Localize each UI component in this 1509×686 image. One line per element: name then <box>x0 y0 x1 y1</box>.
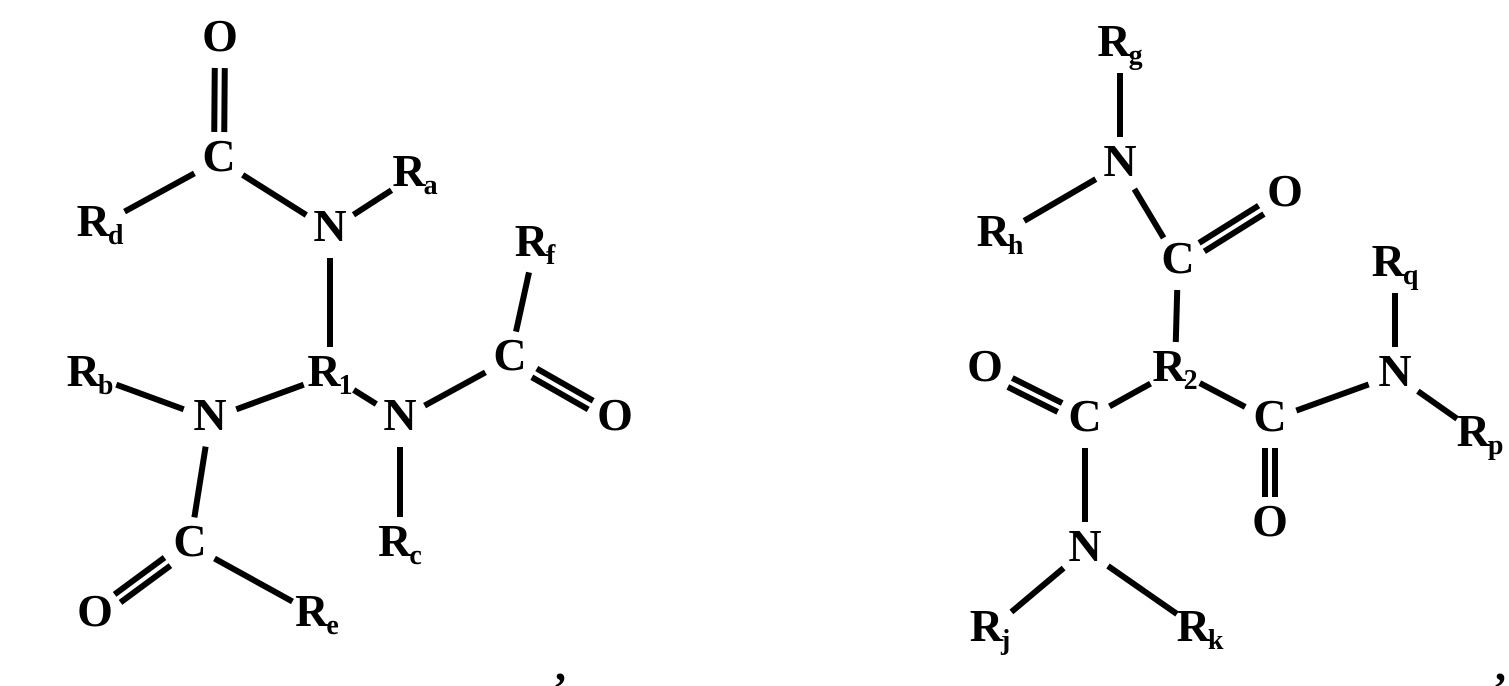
bond <box>1108 566 1177 614</box>
bond <box>214 68 215 132</box>
atom-label: O <box>1267 165 1303 216</box>
atom-label: O <box>967 340 1003 391</box>
atom-label: C <box>173 515 206 566</box>
bond <box>1011 568 1063 612</box>
atom-label: O <box>597 389 633 440</box>
atom-label: Rq <box>1372 235 1419 292</box>
bond <box>215 559 293 602</box>
atom-label: Rk <box>1177 600 1224 657</box>
atom-label: Rc <box>378 515 422 572</box>
atom-label: O <box>1252 495 1288 546</box>
bond <box>1134 189 1163 238</box>
atom-label: R1 <box>307 345 352 402</box>
atom-label: Ra <box>392 145 437 202</box>
chemical-structures-svg: OCRdRaNRfRbR1NNCOCRcORe,RgNRhCORqOR2CCNR… <box>0 0 1509 686</box>
bond <box>516 272 529 331</box>
separator-comma: , <box>1495 641 1506 686</box>
bond <box>236 385 303 410</box>
atom-label: Re <box>295 585 339 642</box>
atom-label: N <box>1378 345 1411 396</box>
atom-label: N <box>313 200 346 251</box>
atom-label: C <box>1161 232 1194 283</box>
bond <box>243 175 307 215</box>
atom-label: C <box>493 329 526 380</box>
separator-comma: , <box>555 641 566 686</box>
bond <box>116 385 183 410</box>
atom-label: O <box>202 10 238 61</box>
atom-label: N <box>1103 135 1136 186</box>
structure-left: O C Rd Ra N Rf Rb R1 N N C O C Rc O Re, <box>67 10 633 686</box>
bond <box>1418 391 1457 419</box>
bond <box>1024 179 1096 221</box>
atom-label: N <box>1068 520 1101 571</box>
atom-label: C <box>1253 390 1286 441</box>
atom-label: Rg <box>1097 15 1142 72</box>
atom-label: Rj <box>970 600 1011 657</box>
bond <box>425 372 486 405</box>
atom-label: N <box>193 389 226 440</box>
bond <box>194 447 205 518</box>
bond <box>224 68 225 132</box>
bond <box>1200 383 1245 407</box>
atom-label: Rb <box>67 345 114 402</box>
bond <box>354 390 377 404</box>
atom-label: Rf <box>515 215 556 272</box>
atom-label: R2 <box>1152 340 1197 397</box>
atom-label: N <box>383 389 416 440</box>
bond <box>1109 384 1150 407</box>
atom-label: Rd <box>77 195 124 252</box>
atom-label: C <box>202 130 235 181</box>
atom-label: Rh <box>977 205 1024 262</box>
structure-right: RgNRhCORqOR2CCNRpNORjRk, <box>967 15 1506 686</box>
atom-label: C <box>1068 390 1101 441</box>
bond <box>1296 384 1368 410</box>
bond <box>354 190 392 215</box>
atom-label: O <box>77 585 113 636</box>
bond <box>125 173 195 211</box>
atom-label: Rp <box>1457 405 1504 462</box>
bond <box>1176 290 1177 342</box>
